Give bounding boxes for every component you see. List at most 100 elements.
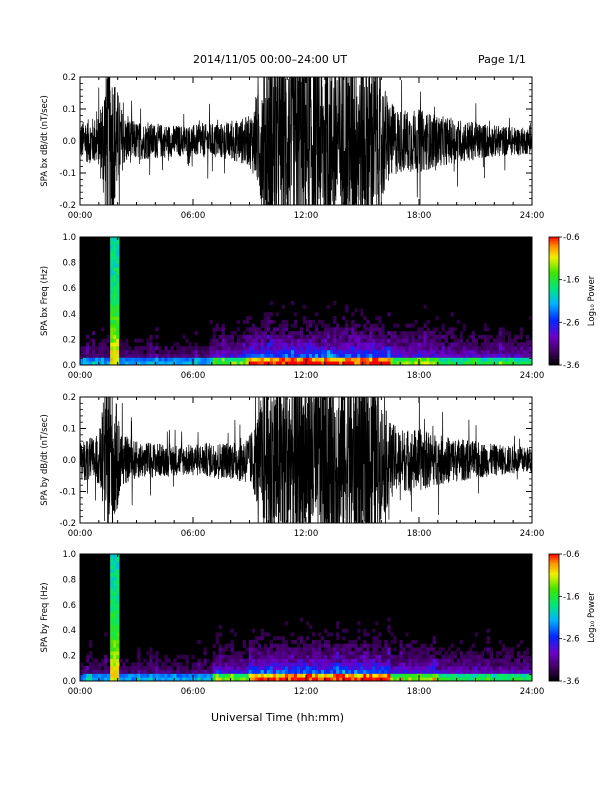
heatmap-cell: [233, 361, 237, 366]
heatmap-cell: [149, 658, 153, 663]
heatmap-cell: [507, 669, 512, 674]
heatmap-cell: [110, 331, 114, 336]
heatmap-cell: [420, 643, 424, 648]
heatmap-cell: [486, 639, 491, 644]
heatmap-cell: [330, 651, 334, 656]
heatmap-cell: [203, 647, 207, 652]
heatmap-cell: [402, 353, 406, 358]
heatmap-cell: [399, 349, 403, 354]
heatmap-cell: [275, 654, 280, 659]
heatmap-cell: [345, 628, 349, 633]
heatmap-cell: [242, 331, 247, 336]
heatmap-cell: [101, 349, 105, 354]
heatmap-cell: [384, 338, 388, 343]
heatmap-cell: [315, 673, 319, 678]
heatmap-cell: [528, 316, 533, 321]
heatmap-cell: [179, 357, 183, 362]
heatmap-cell: [263, 334, 268, 339]
heatmap-cell: [438, 349, 442, 354]
heatmap-cell: [80, 346, 84, 351]
heatmap-cell: [296, 353, 301, 358]
heatmap-cell: [342, 662, 346, 667]
heatmap-cell: [339, 357, 343, 362]
heatmap-cell: [143, 669, 147, 674]
heatmap-cell: [266, 658, 271, 663]
heatmap-cell: [230, 357, 234, 362]
heatmap-cell: [309, 319, 313, 324]
heatmap-cell: [119, 342, 123, 347]
colorbar-tick-label: -2.6: [563, 635, 580, 645]
heatmap-cell: [122, 349, 126, 354]
heatmap-cell: [239, 677, 244, 682]
heatmap-cell: [519, 677, 524, 682]
heatmap-cell: [299, 647, 304, 652]
heatmap-cell: [444, 338, 448, 343]
heatmap-cell: [212, 342, 216, 347]
heatmap-cell: [119, 346, 123, 351]
heatmap-cell: [438, 331, 442, 336]
heatmap-cell: [411, 651, 415, 656]
heatmap-cell: [516, 666, 521, 671]
heatmap-cell: [296, 651, 301, 656]
heatmap-cell: [489, 349, 494, 354]
heatmap-cell: [122, 677, 126, 682]
heatmap-cell: [393, 338, 397, 343]
heatmap-cell: [224, 349, 228, 354]
heatmap-cell: [230, 666, 234, 671]
heatmap-cell: [357, 338, 361, 343]
heatmap-cell: [194, 361, 198, 366]
heatmap-cell: [384, 342, 388, 347]
heatmap-cell: [296, 357, 301, 362]
panel-1: 00:00 06:00 12:00 18:00 24:00-0.2-0.10.00.10…: [40, 73, 544, 221]
heatmap-cell: [447, 346, 451, 351]
heatmap-cell: [182, 357, 186, 362]
heatmap-cell: [221, 677, 225, 682]
heatmap-cell: [378, 353, 382, 358]
heatmap-cell: [447, 327, 451, 332]
heatmap-cell: [465, 651, 470, 656]
heatmap-cell: [152, 357, 156, 362]
heatmap-cell: [110, 591, 114, 596]
heatmap-cell: [426, 673, 430, 678]
heatmap-cell: [107, 677, 111, 682]
heatmap-cell: [134, 338, 138, 343]
heatmap-cell: [233, 669, 237, 674]
heatmap-cell: [113, 301, 117, 306]
heatmap-cell: [471, 346, 476, 351]
heatmap-cell: [302, 677, 307, 682]
heatmap-cell: [372, 338, 376, 343]
heatmap-cell: [423, 643, 427, 648]
heatmap-cell: [251, 327, 256, 332]
heatmap-cell: [498, 331, 503, 336]
heatmap-cell: [522, 658, 527, 663]
heatmap-cell: [330, 677, 334, 682]
heatmap-cell: [284, 338, 289, 343]
heatmap-cell: [242, 669, 247, 674]
heatmap-cell: [176, 357, 180, 362]
heatmap-cell: [128, 357, 132, 362]
heatmap-cell: [113, 353, 117, 358]
heatmap-cell: [324, 669, 328, 674]
heatmap-cell: [498, 327, 503, 332]
heatmap-cell: [260, 323, 265, 328]
heatmap-cell: [399, 647, 403, 652]
heatmap-cell: [453, 334, 457, 339]
heatmap-cell: [242, 334, 247, 339]
heatmap-cell: [110, 628, 114, 633]
heatmap-cell: [266, 654, 271, 659]
heatmap-cell: [185, 361, 189, 366]
heatmap-cell: [312, 353, 316, 358]
heatmap-cell: [513, 353, 518, 358]
heatmap-cell: [345, 677, 349, 682]
heatmap-cell: [471, 662, 476, 667]
heatmap-cell: [230, 654, 234, 659]
heatmap-cell: [318, 346, 322, 351]
heatmap-cell: [339, 327, 343, 332]
heatmap-cell: [296, 334, 301, 339]
heatmap-cell: [287, 361, 292, 366]
heatmap-cell: [516, 334, 521, 339]
heatmap-cell: [116, 628, 120, 633]
heatmap-cell: [324, 643, 328, 648]
heatmap-cell: [387, 624, 391, 630]
heatmap-cell: [116, 580, 120, 585]
